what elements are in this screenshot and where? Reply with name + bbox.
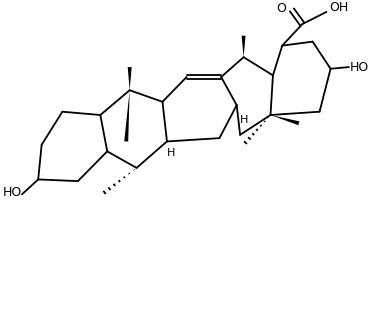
- Polygon shape: [270, 115, 300, 125]
- Text: H: H: [167, 148, 175, 158]
- Text: H: H: [239, 115, 248, 125]
- Polygon shape: [242, 36, 246, 57]
- Text: HO: HO: [350, 61, 369, 74]
- Polygon shape: [124, 90, 130, 142]
- Text: O: O: [277, 2, 286, 15]
- Text: OH: OH: [329, 1, 348, 14]
- Text: HO: HO: [3, 186, 22, 199]
- Polygon shape: [128, 67, 132, 90]
